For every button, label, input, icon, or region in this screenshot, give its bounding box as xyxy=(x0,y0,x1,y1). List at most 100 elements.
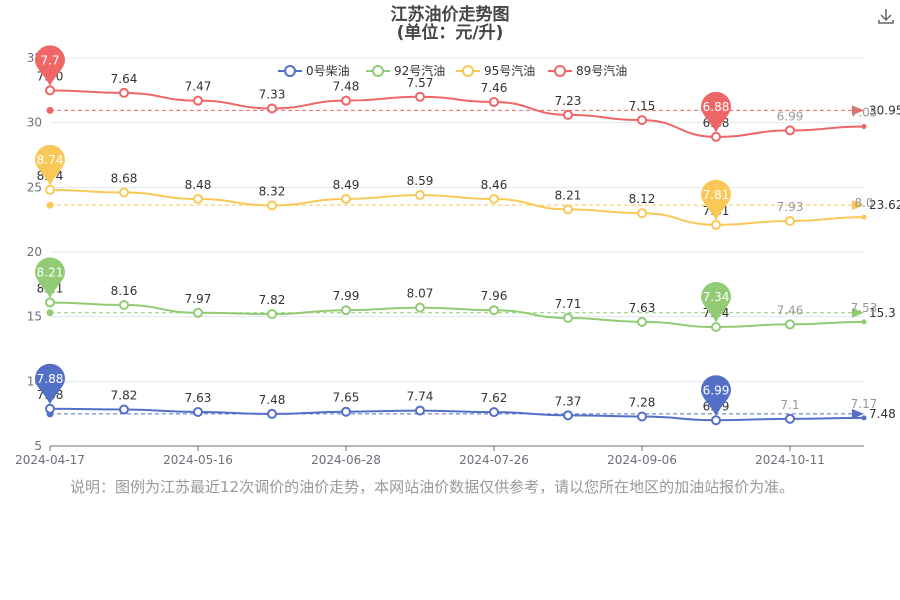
legend-item[interactable]: 89号汽油 xyxy=(548,63,627,78)
data-point[interactable] xyxy=(193,307,203,318)
data-label: 8.48 xyxy=(185,178,212,192)
data-point[interactable] xyxy=(193,406,203,417)
data-point[interactable] xyxy=(267,309,277,320)
data-label: 7.64 xyxy=(111,72,138,86)
data-label: 7.46 xyxy=(481,81,508,95)
y-tick-label: 15 xyxy=(27,310,42,324)
marker-label: 7.34 xyxy=(703,290,730,304)
data-point[interactable] xyxy=(267,200,277,211)
data-point[interactable] xyxy=(861,124,867,130)
data-point[interactable] xyxy=(415,405,425,416)
data-point[interactable] xyxy=(341,193,351,204)
marker-pin xyxy=(35,45,65,87)
legend-symbol xyxy=(462,65,474,77)
data-point[interactable] xyxy=(563,312,573,323)
x-axis: 2024-04-17 2024-05-16 2024-06-28 2024-07-26… xyxy=(15,445,864,467)
y-tick-label: 20 xyxy=(27,245,42,259)
data-point[interactable] xyxy=(785,125,795,136)
data-point[interactable] xyxy=(711,131,721,142)
average-start-dot xyxy=(46,309,54,317)
data-point[interactable] xyxy=(119,404,129,415)
data-label: 7.74 xyxy=(407,390,434,404)
data-point[interactable] xyxy=(637,208,647,219)
marker-label: 6.99 xyxy=(703,383,730,397)
data-point[interactable] xyxy=(119,87,129,98)
marker-pin xyxy=(701,282,731,324)
average-start-dot xyxy=(46,106,54,114)
series-line xyxy=(49,407,865,422)
marker-label: 7.81 xyxy=(703,188,730,202)
data-point[interactable] xyxy=(489,96,499,107)
data-point[interactable] xyxy=(119,300,129,311)
marker-pin xyxy=(35,257,65,299)
data-label: 7.63 xyxy=(629,301,656,315)
y-tick-label: 5 xyxy=(34,439,42,453)
data-point[interactable] xyxy=(637,411,647,422)
data-label: 7.71 xyxy=(555,297,582,311)
data-point[interactable] xyxy=(711,415,721,426)
legend-item[interactable]: 0号柴油 xyxy=(278,64,350,78)
data-label: 7.65 xyxy=(333,391,360,405)
data-point[interactable] xyxy=(341,95,351,106)
data-point[interactable] xyxy=(785,215,795,226)
data-point[interactable] xyxy=(45,297,55,308)
data-point[interactable] xyxy=(563,204,573,215)
series-line xyxy=(49,301,865,329)
data-point[interactable] xyxy=(489,305,499,316)
data-point[interactable] xyxy=(637,115,647,126)
marker-pin xyxy=(701,375,731,417)
data-point[interactable] xyxy=(415,91,425,102)
data-point[interactable] xyxy=(267,408,277,419)
data-point[interactable] xyxy=(563,109,573,120)
data-point[interactable] xyxy=(45,184,55,195)
marker-label: 8.21 xyxy=(37,265,64,279)
data-point[interactable] xyxy=(193,95,203,106)
data-point[interactable] xyxy=(267,103,277,114)
data-point[interactable] xyxy=(341,406,351,417)
marker-label: 7.7 xyxy=(40,53,59,67)
data-point[interactable] xyxy=(711,322,721,333)
data-label: 7.57 xyxy=(407,76,434,90)
legend[interactable]: 0号柴油 92号汽油 95号汽油 89号汽油 xyxy=(278,63,627,78)
data-label: 7.47 xyxy=(185,80,212,94)
legend-item[interactable]: 92号汽油 xyxy=(366,63,445,78)
legend-label: 89号汽油 xyxy=(576,63,627,78)
data-point[interactable] xyxy=(45,403,55,414)
chart-note: 说明：图例为江苏最近12次调价的油价走势，本网站油价数据仅供参考，请以您所在地区… xyxy=(70,478,795,496)
extreme-marker: 7.7 xyxy=(35,45,65,87)
marker-pin xyxy=(701,91,731,133)
data-point[interactable] xyxy=(415,190,425,201)
data-point[interactable] xyxy=(861,214,867,220)
data-point[interactable] xyxy=(341,305,351,316)
average-label: 30.95 xyxy=(869,103,900,117)
data-point[interactable] xyxy=(563,410,573,421)
data-label: 7.33 xyxy=(259,87,286,101)
average-lines: 7.48 15.3 23.62 30.95 xyxy=(46,103,900,421)
data-point[interactable] xyxy=(637,316,647,327)
data-point[interactable] xyxy=(489,193,499,204)
data-point[interactable] xyxy=(785,319,795,330)
data-point[interactable] xyxy=(119,187,129,198)
x-tick-label: 2024-10-11 xyxy=(755,453,825,467)
data-point[interactable] xyxy=(193,193,203,204)
legend-symbol xyxy=(284,65,296,77)
data-label: 7.48 xyxy=(333,80,360,94)
data-point[interactable] xyxy=(861,415,867,421)
x-tick-label: 2024-09-06 xyxy=(607,453,677,467)
data-label: 7.48 xyxy=(259,393,286,407)
download-icon[interactable] xyxy=(876,6,896,26)
data-label: 6.99 xyxy=(777,109,804,123)
series-line xyxy=(49,188,865,226)
grid-lines xyxy=(50,57,864,447)
data-point[interactable] xyxy=(711,219,721,230)
data-label: 7.23 xyxy=(555,94,582,108)
data-label: 8.59 xyxy=(407,174,434,188)
data-label: 8.46 xyxy=(481,178,508,192)
data-point[interactable] xyxy=(415,302,425,313)
data-point[interactable] xyxy=(785,413,795,424)
data-point[interactable] xyxy=(489,407,499,418)
data-point[interactable] xyxy=(45,85,55,96)
data-point[interactable] xyxy=(861,319,867,325)
extreme-marker: 7.81 xyxy=(701,179,731,221)
legend-item[interactable]: 95号汽油 xyxy=(456,63,535,78)
